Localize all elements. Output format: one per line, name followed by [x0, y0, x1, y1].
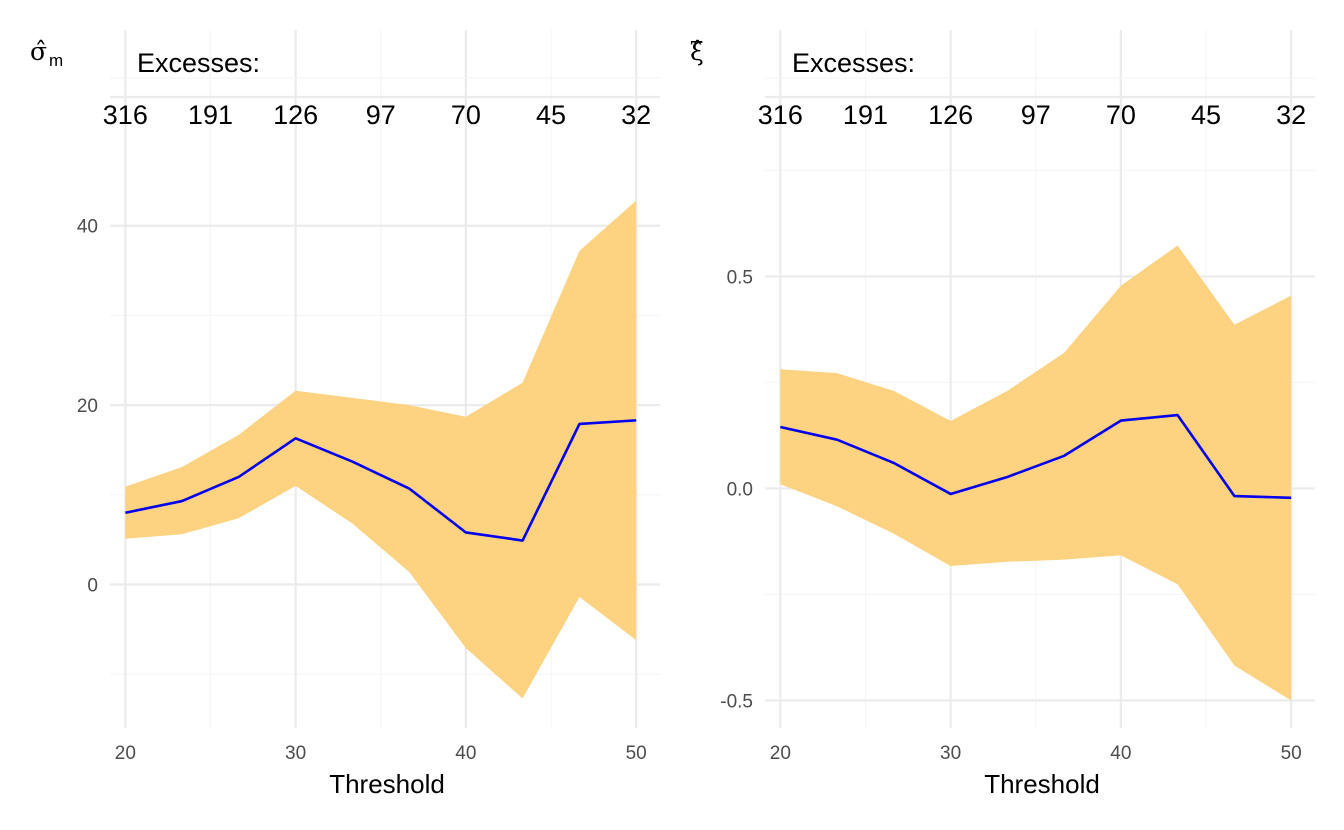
y-tick-label: 0.0: [727, 479, 753, 500]
excesses-tick-label: 32: [1276, 100, 1306, 130]
excesses-tick-label: 316: [103, 100, 148, 130]
y-tick-label: -0.5: [720, 691, 753, 712]
excesses-tick-label: 191: [188, 100, 233, 130]
panel-2: -0.5 0.0 0.5 20 30 40 50 316 191 126 97 70 45 32 Exces…: [690, 30, 1315, 799]
x-axis-title: Threshold: [329, 769, 445, 799]
x-tick-label: 40: [1110, 743, 1131, 764]
x-tick-label: 30: [940, 743, 961, 764]
y-tick-label: 0: [87, 575, 98, 596]
excesses-title: Excesses:: [137, 48, 260, 78]
y-axis-label: σ̂: [30, 37, 47, 66]
y-axis-label-subscript: m: [49, 51, 63, 70]
x-tick-label: 20: [115, 743, 136, 764]
excesses-tick-label: 126: [928, 100, 973, 130]
excesses-tick-label: 45: [536, 100, 566, 130]
y-axis-label: ξ̂: [690, 37, 704, 66]
excesses-tick-label: 316: [758, 100, 803, 130]
y-tick-label: 40: [77, 217, 98, 238]
excesses-tick-label: 32: [621, 100, 651, 130]
panel-1: 0 20 40 20 30 40 50 316 191 126 97 70 45 32 Excesses: T…: [30, 30, 660, 799]
excesses-tick-label: 126: [273, 100, 318, 130]
excesses-title: Excesses:: [792, 48, 915, 78]
y-tick-label: 0.5: [727, 267, 753, 288]
excesses-tick-label: 97: [366, 100, 396, 130]
x-tick-label: 50: [626, 743, 647, 764]
estimate-line: [125, 419, 637, 542]
x-axis-title: Threshold: [984, 769, 1100, 799]
x-tick-label: 50: [1281, 743, 1302, 764]
y-tick-label: 20: [77, 396, 98, 417]
excesses-tick-label: 70: [1106, 100, 1136, 130]
estimate-line: [780, 413, 1292, 500]
x-tick-label: 20: [770, 743, 791, 764]
x-tick-label: 30: [285, 743, 306, 764]
x-tick-label: 40: [455, 743, 476, 764]
confidence-band: [780, 245, 1292, 701]
excesses-tick-label: 191: [843, 100, 888, 130]
excesses-tick-label: 70: [451, 100, 481, 130]
excesses-tick-label: 45: [1191, 100, 1221, 130]
confidence-band: [125, 200, 637, 699]
excesses-tick-label: 97: [1021, 100, 1051, 130]
